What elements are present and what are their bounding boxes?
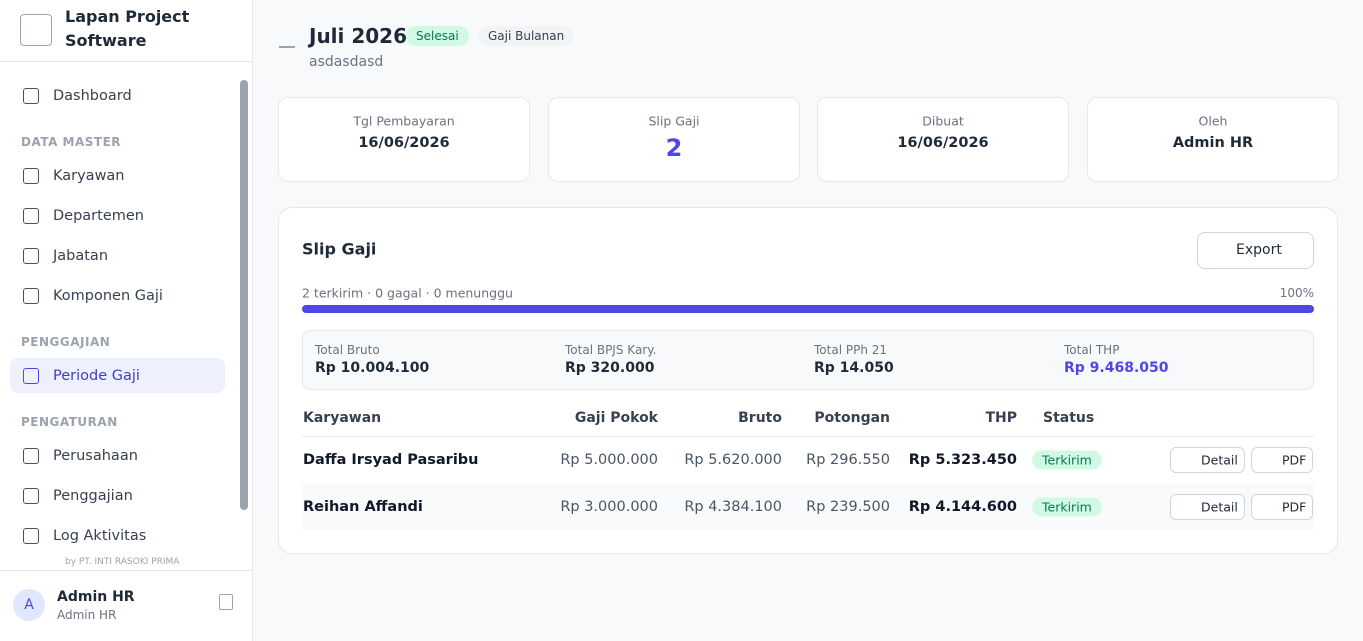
menu-item[interactable]: Dashboard [53, 88, 132, 104]
avatar [13, 589, 45, 621]
detail-label: Detail [1201, 452, 1238, 468]
menu-icon [23, 168, 39, 184]
menu-item[interactable]: Log Aktivitas [53, 528, 147, 544]
column-header: Gaji Pokok [574, 410, 658, 426]
stat-value: 2 [665, 134, 683, 162]
section-title: PENGGAJIAN [21, 335, 111, 349]
stat-card [278, 97, 530, 182]
stat-label: Dibuat [922, 113, 964, 129]
export-label: Export [1236, 242, 1282, 258]
type-badge: Gaji Bulanan [478, 26, 575, 46]
logo [20, 14, 52, 46]
detail-button[interactable] [1170, 494, 1245, 520]
stat-card [548, 97, 800, 182]
column-header: THP [985, 410, 1017, 426]
progress-bar [302, 305, 1314, 313]
total-value: Rp 14.050 [814, 360, 894, 376]
total-label: Total THP [1064, 343, 1120, 357]
total-label: Total Bruto [315, 343, 380, 357]
menu-item[interactable]: Jabatan [53, 248, 109, 264]
user-role: Admin HR [57, 608, 117, 622]
column-header: Karyawan [303, 410, 382, 426]
total-label: Total BPJS Kary. [565, 343, 657, 357]
column-header: Potongan [814, 410, 890, 426]
menu-item[interactable]: Penggajian [53, 488, 133, 504]
cell: Rp 4.384.100 [684, 499, 782, 515]
stat-value: 16/06/2026 [897, 135, 989, 151]
cell: Rp 4.144.600 [908, 499, 1017, 515]
row-bg [302, 484, 1314, 530]
stat-value: 16/06/2026 [358, 135, 450, 151]
total-label: Total PPh 21 [814, 343, 888, 357]
detail-button[interactable] [1170, 447, 1245, 473]
section-title: PENGATURAN [21, 415, 118, 429]
panel-title: Slip Gaji [302, 239, 377, 259]
menu-icon [23, 488, 39, 504]
user-name: Admin HR [57, 589, 135, 605]
total-value: Rp 320.000 [565, 360, 655, 376]
cell: Rp 239.500 [806, 499, 890, 515]
brand: Lapan Project Software [65, 7, 190, 50]
total-value: Rp 10.004.100 [315, 360, 430, 376]
menu-icon [23, 528, 39, 544]
stat-card [1087, 97, 1339, 182]
pdf-label: PDF [1282, 452, 1307, 468]
menu-item[interactable]: Departemen [53, 208, 144, 224]
menu-item[interactable]: Perusahaan [53, 448, 138, 464]
menu-icon [23, 288, 39, 304]
stat-label: Slip Gaji [648, 113, 700, 129]
totals-box [302, 330, 1314, 390]
divider [0, 61, 252, 62]
menu-icon [23, 88, 39, 104]
menu-icon [23, 368, 39, 384]
menu-icon [23, 208, 39, 224]
page-title: Juli 2026 [309, 24, 408, 48]
menu-item[interactable]: Periode Gaji [53, 368, 140, 384]
section-title: DATA MASTER [21, 135, 122, 149]
sidebar [0, 0, 253, 641]
column-header: Bruto [738, 410, 782, 426]
logout-icon[interactable] [219, 594, 233, 610]
stat-label: Oleh [1198, 113, 1228, 129]
total-value: Rp 9.468.050 [1064, 360, 1169, 376]
stat-label: Tgl Pembayaran [353, 113, 455, 129]
progress-text: 2 terkirim · 0 gagal · 0 menunggu [302, 285, 513, 301]
progress-label: 100% [1279, 286, 1314, 300]
menu-item[interactable]: Komponen Gaji [53, 288, 163, 304]
cell: Rp 5.323.450 [908, 452, 1017, 468]
footer-note: by PT. INTI RASOKI PRIMA [65, 557, 180, 567]
divider [0, 570, 252, 571]
cell: Rp 5.620.000 [684, 452, 782, 468]
menu-icon [23, 448, 39, 464]
cell: Daffa Irsyad Pasaribu [303, 452, 479, 468]
cell: Rp 296.550 [806, 452, 890, 468]
avatar-initial: A [24, 597, 34, 613]
status-badge: Terkirim [1032, 450, 1102, 470]
cell: Reihan Affandi [303, 499, 423, 515]
status-badge: Selesai [406, 26, 469, 46]
header-line [302, 436, 1314, 437]
status-badge: Terkirim [1032, 497, 1102, 517]
column-header: Status [1043, 410, 1095, 426]
scrollbar [240, 80, 248, 510]
cell: Rp 3.000.000 [560, 499, 658, 515]
stat-value: Admin HR [1172, 135, 1254, 151]
pdf-label: PDF [1282, 499, 1307, 515]
subtitle: asdasdasd [309, 54, 384, 70]
back-arrow[interactable] [279, 46, 295, 48]
stat-card [817, 97, 1069, 182]
menu-item[interactable]: Karyawan [53, 168, 125, 184]
menu-icon [23, 248, 39, 264]
cell: Rp 5.000.000 [560, 452, 658, 468]
export-button[interactable] [1197, 232, 1314, 269]
pdf-button[interactable] [1251, 447, 1313, 473]
pdf-button[interactable] [1251, 494, 1313, 520]
active-item-bg [10, 358, 225, 393]
detail-label: Detail [1201, 499, 1238, 515]
